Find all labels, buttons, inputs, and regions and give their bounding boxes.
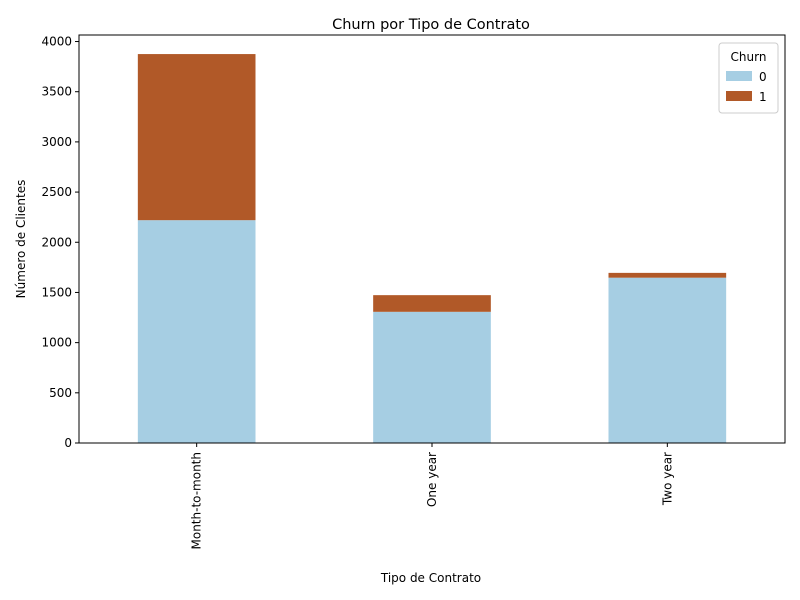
x-tick-label: Two year <box>660 452 674 506</box>
bar-month-to-month-churn-1 <box>137 54 256 221</box>
legend: Churn 0 1 <box>718 42 779 114</box>
y-tick-label: 3500 <box>41 85 72 99</box>
bar-two-year-churn-1 <box>608 272 727 278</box>
y-axis-label: Número de Clientes <box>14 180 28 299</box>
legend-label-1: 1 <box>759 90 767 104</box>
x-axis-label: Tipo de Contrato <box>380 571 481 585</box>
bar-month-to-month-churn-0 <box>137 220 256 443</box>
y-tick-label: 500 <box>49 386 72 400</box>
y-tick-label: 0 <box>64 436 72 450</box>
plot-frame <box>78 34 786 444</box>
legend-swatch-1 <box>726 91 752 101</box>
y-tick-label: 3000 <box>41 135 72 149</box>
legend-label-0: 0 <box>759 70 767 84</box>
bar-two-year-churn-0 <box>608 277 727 443</box>
x-axis: Month-to-month One year Two year <box>190 443 674 550</box>
y-tick-label: 2500 <box>41 185 72 199</box>
legend-title: Churn <box>731 50 767 64</box>
bar-one-year-churn-1 <box>373 295 491 312</box>
y-axis: 0 500 1000 1500 2000 2500 3000 3500 4000 <box>41 35 79 450</box>
x-tick-label: Month-to-month <box>190 452 204 550</box>
x-tick-label: One year <box>425 452 439 507</box>
bar-one-year-churn-0 <box>373 311 491 443</box>
y-tick-label: 1000 <box>41 336 72 350</box>
chart-title: Churn por Tipo de Contrato <box>332 17 530 33</box>
y-tick-label: 4000 <box>41 35 72 49</box>
legend-swatch-0 <box>726 71 752 81</box>
bars-layer <box>137 54 727 443</box>
y-tick-label: 1500 <box>41 285 72 299</box>
y-tick-label: 2000 <box>41 235 72 249</box>
